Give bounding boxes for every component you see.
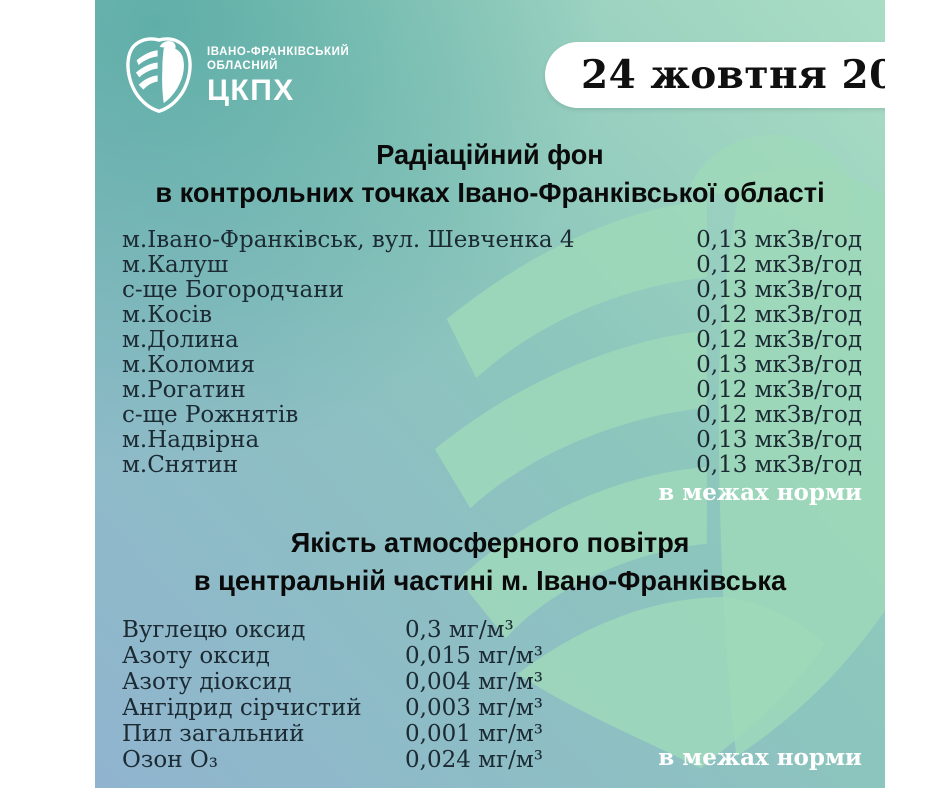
infographic-card: ІВАНО-ФРАНКІВСЬКИЙ ОБЛАСНИЙ ЦКПХ 24 жовт… <box>95 0 885 788</box>
radiation-row: с-ще Рожнятів 0,12 мкЗв/год <box>122 403 862 428</box>
location-label: м.Косів <box>122 302 213 328</box>
pollutant-label: Вуглецю оксид <box>122 617 306 643</box>
radiation-value: 0,13 мкЗв/год <box>696 277 862 303</box>
radiation-value: 0,13 мкЗв/год <box>696 352 862 378</box>
radiation-title-line1: Радіаційний фон <box>376 139 604 170</box>
radiation-row: м.Долина 0,12 мкЗв/год <box>122 328 862 353</box>
radiation-value: 0,12 мкЗв/год <box>696 252 862 278</box>
org-name: ІВАНО-ФРАНКІВСЬКИЙ ОБЛАСНИЙ ЦКПХ <box>207 45 349 106</box>
org-name-line2: ОБЛАСНИЙ <box>207 59 278 72</box>
radiation-table: м.Івано-Франківськ, вул. Шевченка 4 0,13… <box>122 228 862 478</box>
pollutant-label: Азоту оксид <box>122 643 270 669</box>
pollutant-value: 0,004 мг/м³ <box>405 669 543 695</box>
radiation-status-badge: в межах норми <box>658 479 862 506</box>
radiation-row: м.Коломия 0,13 мкЗв/год <box>122 353 862 378</box>
air-row: Азоту оксид 0,015 мг/м³ <box>122 643 862 669</box>
radiation-title-line2: в контрольних точках Івано-Франківської … <box>155 177 825 208</box>
location-label: м.Коломия <box>122 352 256 378</box>
air-title: Якість атмосферного повітря в центральні… <box>107 524 873 600</box>
air-row: Азоту діоксид 0,004 мг/м³ <box>122 669 862 695</box>
radiation-row: м.Снятин 0,13 мкЗв/год <box>122 453 862 478</box>
radiation-row: с-ще Богородчани 0,13 мкЗв/год <box>122 278 862 303</box>
radiation-row: м.Івано-Франківськ, вул. Шевченка 4 0,13… <box>122 228 862 253</box>
radiation-value: 0,12 мкЗв/год <box>696 327 862 353</box>
org-logo: ІВАНО-ФРАНКІВСЬКИЙ ОБЛАСНИЙ ЦКПХ <box>123 36 349 114</box>
location-label: с-ще Рожнятів <box>122 402 299 428</box>
air-title-line2: в центральній частині м. Івано-Франківсь… <box>193 565 787 596</box>
location-label: с-ще Богородчани <box>122 277 344 303</box>
air-row: Озон О₃ 0,024 мг/м³ <box>122 747 862 773</box>
radiation-title: Радіаційний фон в контрольних точках Іва… <box>107 136 873 212</box>
radiation-row: м.Косів 0,12 мкЗв/год <box>122 303 862 328</box>
radiation-value: 0,13 мкЗв/год <box>696 452 862 478</box>
org-name-line1: ІВАНО-ФРАНКІВСЬКИЙ <box>207 45 350 58</box>
pollutant-value: 0,003 мг/м³ <box>405 695 543 721</box>
radiation-value: 0,13 мкЗв/год <box>696 427 862 453</box>
org-abbr: ЦКПХ <box>207 73 295 107</box>
location-label: м.Снятин <box>122 452 239 478</box>
air-status-badge: в межах норми <box>658 744 862 771</box>
pollutant-value: 0,001 мг/м³ <box>405 721 543 747</box>
location-label: м.Надвірна <box>122 427 260 453</box>
pollutant-value: 0,3 мг/м³ <box>405 617 514 643</box>
pollutant-label: Ангідрид сірчистий <box>122 695 362 721</box>
location-label: м.Рогатин <box>122 377 246 403</box>
radiation-value: 0,12 мкЗв/год <box>696 377 862 403</box>
date-text: 24 жовтня 2025 <box>581 52 885 98</box>
radiation-value: 0,12 мкЗв/год <box>696 302 862 328</box>
air-row: Пил загальний 0,001 мг/м³ <box>122 721 862 747</box>
pollutant-value: 0,024 мг/м³ <box>405 747 543 773</box>
location-label: м.Івано-Франківськ, вул. Шевченка 4 <box>122 227 575 253</box>
location-label: м.Калуш <box>122 252 229 278</box>
pollutant-label: Азоту діоксид <box>122 669 292 695</box>
air-row: Вуглецю оксид 0,3 мг/м³ <box>122 617 862 643</box>
radiation-row: м.Рогатин 0,12 мкЗв/год <box>122 378 862 403</box>
radiation-value: 0,13 мкЗв/год <box>696 227 862 253</box>
pollutant-label: Озон О₃ <box>122 747 218 773</box>
radiation-row: м.Калуш 0,12 мкЗв/год <box>122 253 862 278</box>
logo-shield-icon <box>126 37 192 114</box>
radiation-row: м.Надвірна 0,13 мкЗв/год <box>122 428 862 453</box>
pollutant-label: Пил загальний <box>122 721 305 747</box>
date-badge: 24 жовтня 2025 <box>545 42 885 108</box>
air-row: Ангідрид сірчистий 0,003 мг/м³ <box>122 695 862 721</box>
location-label: м.Долина <box>122 327 239 353</box>
air-title-line1: Якість атмосферного повітря <box>290 527 690 558</box>
pollutant-value: 0,015 мг/м³ <box>405 643 543 669</box>
air-table: Вуглецю оксид 0,3 мг/м³ Азоту оксид 0,01… <box>122 617 862 773</box>
radiation-value: 0,12 мкЗв/год <box>696 402 862 428</box>
